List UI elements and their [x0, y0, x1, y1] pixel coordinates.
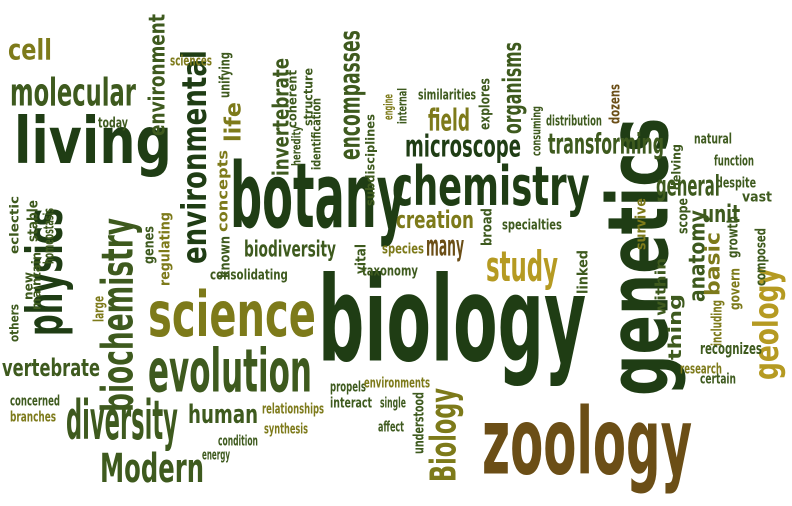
word-botany: botany: [230, 144, 407, 249]
word-others: others: [8, 303, 23, 342]
word-environmental: environmental: [175, 50, 215, 264]
word-dozens: dozens: [606, 83, 623, 124]
word-today: today: [98, 114, 128, 131]
word-recognizes: recognizes: [700, 340, 762, 359]
word-unifying: unifying: [216, 52, 233, 98]
word-environment: environment: [144, 14, 170, 136]
word-subdisciplines: subdisciplines: [364, 114, 379, 206]
word-life: life: [220, 102, 246, 142]
word-similarities: similarities: [418, 86, 477, 103]
word-species: species: [382, 240, 424, 257]
word-transforming: transforming: [548, 127, 664, 161]
word-many: many: [426, 229, 464, 263]
word-despite: despite: [716, 174, 757, 191]
word-specialties: specialties: [502, 216, 562, 233]
word-govern: govern: [726, 268, 743, 310]
word-linked: linked: [574, 250, 591, 294]
word-growth: growth: [724, 215, 741, 258]
word-affect: affect: [378, 418, 405, 435]
word-regulating: regulating: [156, 212, 173, 286]
word-within: within: [652, 258, 669, 316]
word-understood: understood: [410, 391, 427, 454]
word-stable: stable: [24, 200, 41, 242]
word-natural: natural: [694, 130, 732, 147]
word-energy: energy: [202, 446, 231, 463]
word-function: function: [714, 152, 754, 169]
word-diversity: diversity: [66, 388, 178, 453]
word-molecular: molecular: [10, 70, 136, 115]
word-zoology: zoology: [482, 388, 693, 496]
word-science: science: [148, 278, 316, 351]
word-distribution: distribution: [546, 112, 602, 129]
word-field: field: [428, 103, 470, 139]
word-biology: Biology: [422, 388, 465, 482]
word-genes: genes: [140, 226, 157, 264]
word-microscope: microscope: [405, 129, 521, 165]
word-biodiversity: biodiversity: [244, 236, 336, 262]
word-evolution: evolution: [148, 336, 312, 407]
word-environments: environments: [364, 374, 431, 391]
word-engine: engine: [382, 93, 397, 120]
word-internal: internal: [396, 87, 411, 124]
word-modern: Modern: [100, 444, 204, 492]
word-coherent: coherent: [286, 69, 301, 128]
word-including: including: [708, 299, 725, 346]
word-encompasses: encompasses: [333, 30, 367, 161]
word-sciences: sciences: [170, 52, 212, 69]
word-synthesis: synthesis: [264, 420, 309, 437]
word-basic: basic: [702, 231, 725, 296]
word-scope: scope: [674, 198, 691, 234]
word-organisms: organisms: [497, 42, 528, 134]
word-explores: explores: [476, 78, 493, 130]
word-eclectic: eclectic: [8, 196, 23, 254]
word-relationships: relationships: [262, 400, 325, 417]
word-consuming: consuming: [530, 105, 545, 156]
word-consolidating: consolidating: [210, 266, 288, 283]
word-vertebrate: vertebrate: [2, 353, 101, 383]
word-concepts: concepts: [214, 149, 231, 232]
word-concerned: concerned: [10, 392, 61, 409]
word-branches: branches: [10, 408, 57, 425]
word-single: single: [380, 394, 406, 411]
word-human: human: [188, 399, 259, 430]
word-broad: broad: [478, 208, 495, 246]
word-identification: identification: [310, 97, 325, 170]
word-creation: creation: [396, 205, 474, 235]
word-taxonomy: taxonomy: [362, 262, 418, 279]
word-delving: delving: [670, 144, 685, 190]
word-biology: biology: [318, 251, 587, 390]
word-vast: vast: [742, 188, 772, 205]
word-survive: survive: [632, 198, 649, 250]
word-propels: propels: [330, 378, 366, 395]
word-cell: cell: [8, 33, 52, 67]
word-research: research: [680, 360, 722, 377]
word-heredity: heredity: [290, 126, 305, 166]
word-certain: certain: [700, 370, 736, 387]
word-living: living: [14, 104, 172, 179]
word-study: study: [486, 242, 559, 292]
word-new: new: [22, 271, 37, 300]
word-composed: composed: [752, 227, 769, 286]
word-interact: interact: [330, 394, 372, 411]
word-large: large: [90, 295, 107, 322]
word-chemistry: chemistry: [392, 154, 590, 219]
word-condition: condition: [218, 432, 258, 449]
word-general: general: [656, 169, 720, 203]
word-unit: unit: [702, 199, 741, 229]
